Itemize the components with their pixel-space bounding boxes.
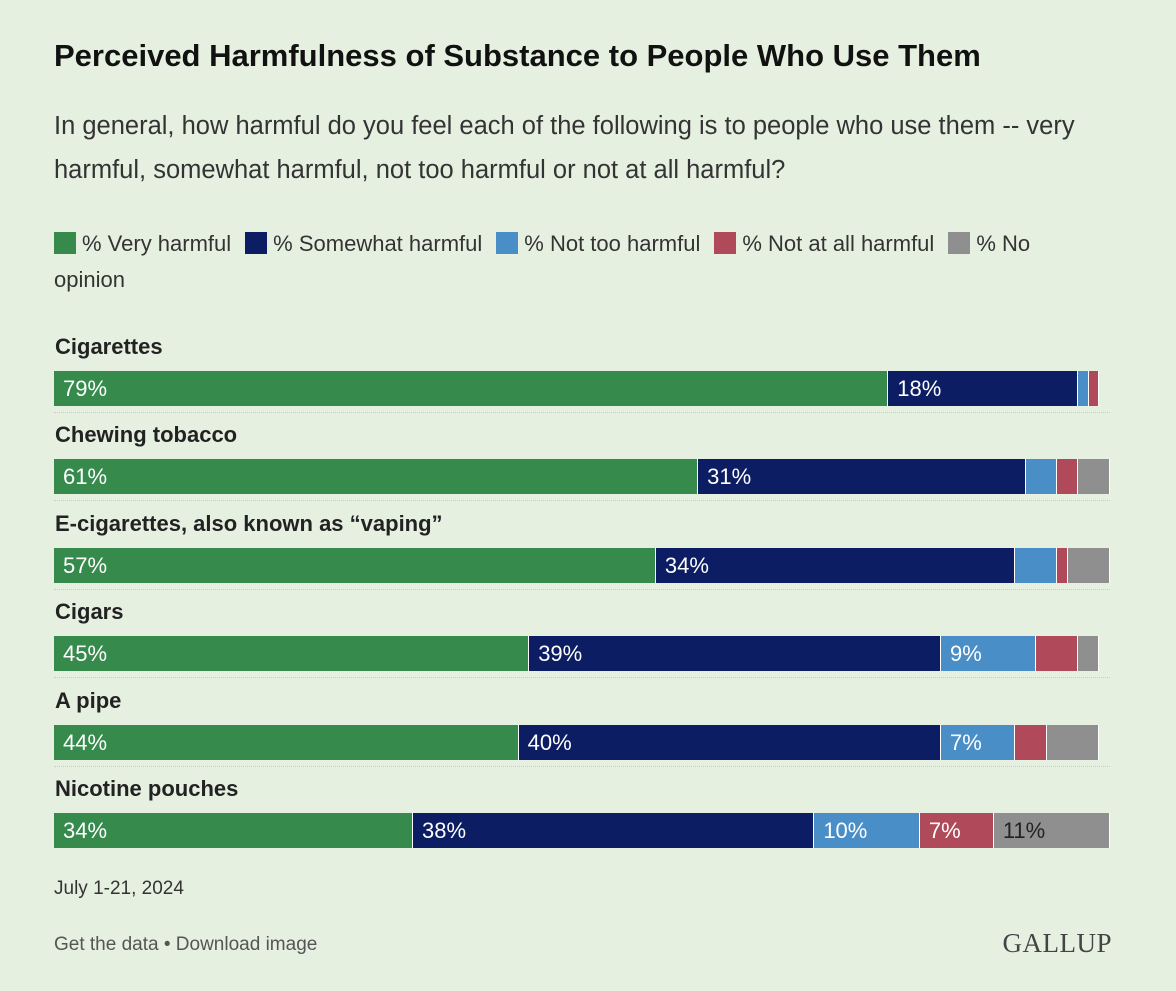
data-label: 34% xyxy=(664,552,709,578)
bar-segment: 45% xyxy=(54,636,530,672)
data-label: 39% xyxy=(538,641,583,667)
bar-segment xyxy=(1057,547,1068,583)
bar-segment xyxy=(1078,459,1110,495)
legend-swatch xyxy=(948,232,971,254)
bar-segment: 7% xyxy=(941,724,1015,760)
bar-segment: 57% xyxy=(54,547,656,583)
bar-segment xyxy=(1057,459,1079,495)
bar-segment: 10% xyxy=(814,813,920,848)
category-label: Cigars xyxy=(55,599,124,625)
data-label: 40% xyxy=(527,729,572,755)
category-label: Nicotine pouches xyxy=(55,776,239,801)
separator-dot: • xyxy=(163,934,171,955)
data-label: 7% xyxy=(950,729,982,755)
data-label: 61% xyxy=(63,464,108,490)
category-label: Cigarettes xyxy=(55,334,163,359)
legend-item: % No opinion xyxy=(54,231,1030,292)
gallup-logo[interactable]: GALLUP xyxy=(1002,928,1112,958)
row-separator xyxy=(54,500,1110,502)
bar-segment: 18% xyxy=(888,371,1079,406)
bar-segment xyxy=(1088,371,1100,406)
bar-segment: 9% xyxy=(941,636,1037,672)
row-separator xyxy=(54,765,1110,767)
bar-segment xyxy=(1078,636,1100,672)
footer-links: Get the data • Download image xyxy=(54,934,317,956)
bar-row: 61% 31% xyxy=(54,459,1110,495)
bar-segment: 44% xyxy=(54,724,519,760)
legend-item: % Very harmful xyxy=(54,231,231,256)
bar-row: 57% 34% xyxy=(54,547,1110,583)
data-label: 79% xyxy=(63,376,108,401)
data-label: 44% xyxy=(63,729,108,755)
bar-segment xyxy=(1025,459,1058,495)
data-label: 18% xyxy=(897,376,942,401)
bar-segment xyxy=(1046,724,1100,760)
bar-row: 79% 18% xyxy=(54,371,1110,406)
legend: % Very harmful % Somewhat harmful % Not to… xyxy=(54,226,1114,298)
bar-segment: 40% xyxy=(518,724,942,760)
bar-segment: 79% xyxy=(54,371,889,406)
category-label: A pipe xyxy=(55,687,122,713)
bar-segment: 39% xyxy=(529,636,942,672)
legend-item: % Not at all harmful xyxy=(714,231,934,256)
row-separator xyxy=(54,677,1110,679)
legend-label: % No opinion xyxy=(54,231,1031,292)
category-label: Chewing tobacco xyxy=(55,422,238,448)
row-separator xyxy=(54,588,1110,590)
bar-segment: 34% xyxy=(54,813,414,848)
data-label: 34% xyxy=(63,818,108,843)
category-label: E-cigarettes, also known as “vaping” xyxy=(55,510,443,536)
legend-label: % Very harmful xyxy=(82,231,232,256)
legend-item: % Somewhat harmful xyxy=(245,231,482,256)
row-separator xyxy=(54,412,1110,413)
data-label: 38% xyxy=(422,818,467,843)
data-label: 31% xyxy=(707,464,752,490)
chart-title: Perceived Harmfulness of Substance to Pe… xyxy=(54,38,981,73)
legend-label: % Somewhat harmful xyxy=(273,231,483,256)
data-label: 9% xyxy=(950,641,982,667)
get-data-link[interactable]: Get the data xyxy=(54,934,159,955)
legend-swatch xyxy=(54,232,76,254)
bar-segment: 38% xyxy=(413,813,815,848)
legend-label: % Not at all harmful xyxy=(742,231,935,256)
bar-segment: 7% xyxy=(919,813,994,848)
chart-subtitle: In general, how harmful do you feel each… xyxy=(54,112,1075,184)
survey-date: July 1-21, 2024 xyxy=(54,878,184,899)
bar-segment xyxy=(1014,724,1047,760)
legend-swatch xyxy=(496,232,519,254)
bar-segment xyxy=(1014,547,1058,583)
bar-row: 45% 39% 9% xyxy=(54,636,1110,672)
data-label: 11% xyxy=(1002,818,1046,843)
bar-segment: 11% xyxy=(993,813,1110,848)
bar-segment: 34% xyxy=(655,547,1015,583)
bar-row: 34% 38% 10% 7% 11% xyxy=(54,813,1110,848)
legend-swatch xyxy=(714,232,737,254)
bar-segment: 61% xyxy=(54,459,699,495)
bar-segment: 31% xyxy=(698,459,1026,495)
data-label: 7% xyxy=(928,818,961,843)
bar-row: 44% 40% 7% xyxy=(54,724,1110,760)
data-label: 10% xyxy=(823,818,868,843)
data-label: 45% xyxy=(63,641,108,667)
bar-segment xyxy=(1067,547,1110,583)
download-image-link[interactable]: Download image xyxy=(175,934,318,955)
bar-segment xyxy=(1036,636,1079,672)
legend-swatch xyxy=(245,232,268,254)
bar-segment xyxy=(1078,371,1089,406)
legend-label: % Not too harmful xyxy=(524,231,701,256)
data-label: 57% xyxy=(63,552,108,578)
legend-item: % Not too harmful xyxy=(496,231,700,256)
